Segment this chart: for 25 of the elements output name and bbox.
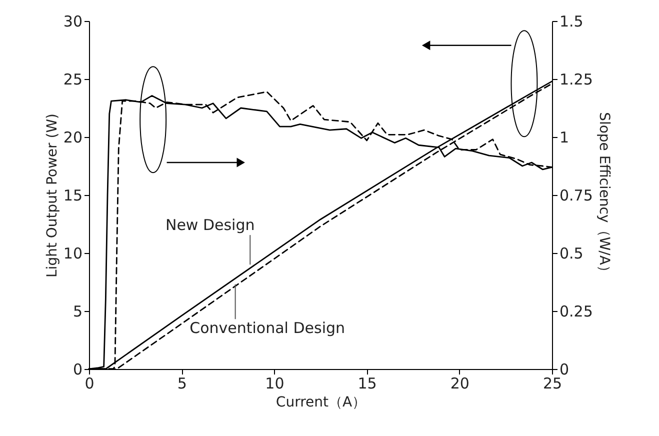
- y-axis-title: Light Output Power (W): [44, 113, 60, 278]
- x-tick-label: 25: [542, 374, 562, 392]
- y2-tick-label: 0.5: [560, 244, 584, 262]
- x-tick-label: 20: [450, 374, 470, 392]
- y-tick-label: 15: [63, 186, 82, 204]
- x-tick-label: 10: [265, 374, 284, 392]
- y-tick-label: 30: [63, 12, 82, 30]
- y-tick-label: 25: [63, 70, 82, 88]
- annotation: Conventional Design: [190, 319, 346, 338]
- y2-tick-label: 1.25: [560, 70, 593, 88]
- x-tick-label: 0: [84, 374, 94, 392]
- y2-tick-label: 0.75: [560, 186, 593, 204]
- y2-tick-label: 0.25: [560, 302, 593, 320]
- x-tick-label: 15: [358, 374, 377, 392]
- y-tick-label: 5: [72, 302, 82, 320]
- y-tick-label: 0: [72, 360, 82, 378]
- y2-tick-label: 1.5: [560, 12, 584, 30]
- y2-axis-title: Slope Efficiency（W/A）: [596, 112, 612, 279]
- y-tick-label: 10: [63, 244, 82, 262]
- x-tick-label: 5: [177, 374, 187, 392]
- x-axis-title: Current（A）: [276, 394, 366, 410]
- y2-tick-label: 0: [560, 360, 570, 378]
- y2-tick-label: 1: [560, 128, 570, 146]
- y-tick-label: 20: [63, 128, 82, 146]
- annotation: New Design: [165, 216, 255, 234]
